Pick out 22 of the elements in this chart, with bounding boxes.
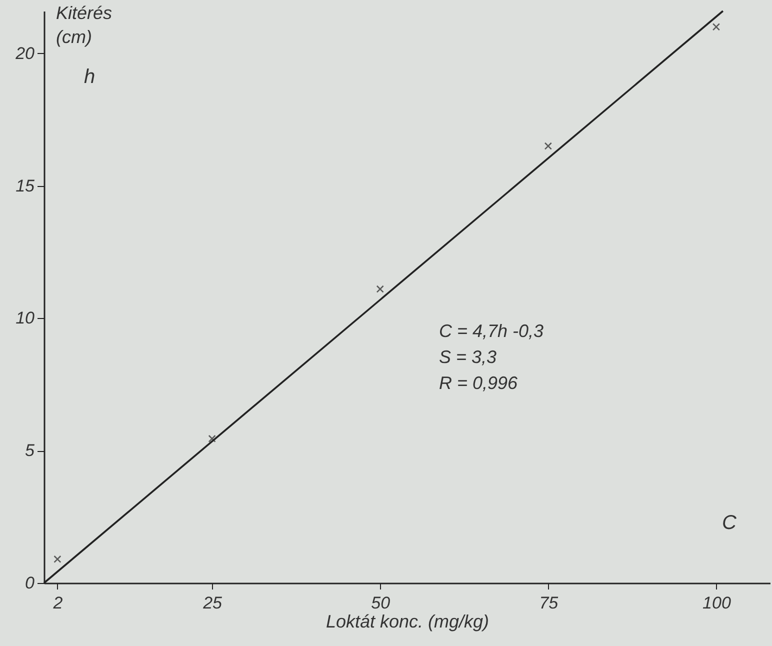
y-tick-label: 5 [25, 441, 36, 460]
annotation: h [84, 66, 96, 88]
y-tick-label: 10 [16, 308, 36, 328]
x-tick-label: 2 [52, 594, 64, 612]
x-tick-label: 25 [202, 594, 223, 612]
y-axis-title: Kitérés (cm) [56, 3, 112, 47]
point [54, 555, 62, 563]
x-tick-label: 100 [702, 594, 732, 612]
y-tick-label: 20 [14, 44, 36, 63]
annotation: C [722, 512, 737, 534]
x-tick-label: 75 [539, 594, 559, 612]
y-tick-label: 0 [25, 574, 36, 592]
annotation: C = 4,7h -0,3 [439, 321, 544, 341]
point [376, 285, 384, 293]
x-axis-title: Loktát konc. (mg/kg) [326, 612, 490, 632]
x-tick-label: 50 [371, 594, 391, 612]
annotation: S = 3,3 [439, 347, 497, 367]
point [544, 142, 552, 150]
y-tick-label: 15 [16, 176, 36, 196]
point [208, 434, 216, 442]
annotation: R = 0,996 [439, 373, 519, 393]
point [712, 23, 720, 31]
